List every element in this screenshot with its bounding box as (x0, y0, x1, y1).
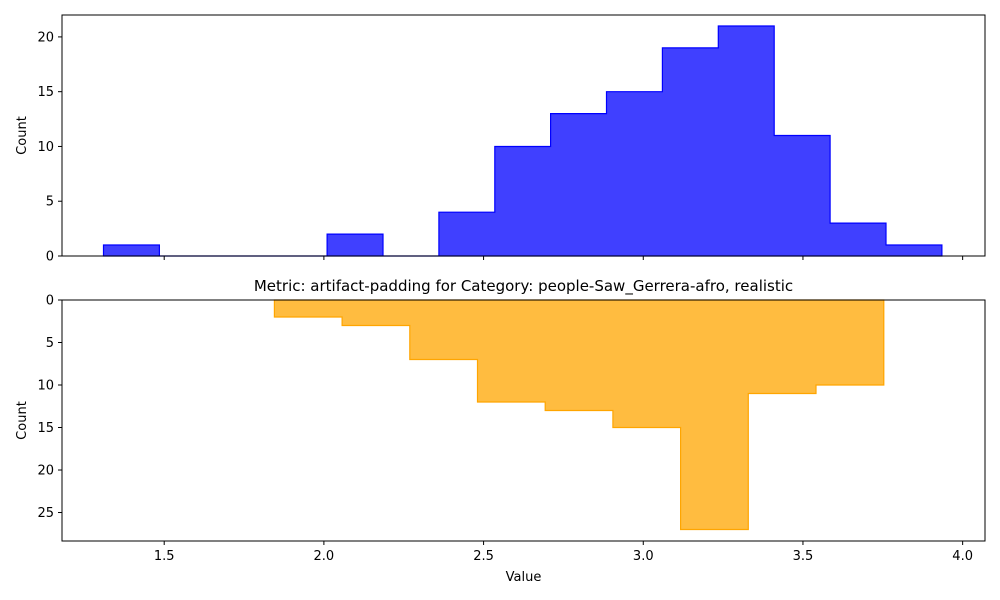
top-histogram-fill (102, 25, 943, 257)
y-axis-label-bottom: Count (15, 401, 30, 440)
x-tick-label: 1.5 (154, 549, 175, 564)
top-y-tick-label: 5 (46, 195, 54, 210)
bottom-y-tick-label: 25 (37, 506, 54, 521)
x-tick-label: 2.0 (314, 549, 335, 564)
bottom-histogram-fill (273, 299, 885, 531)
bottom-plot-frame (61, 299, 986, 542)
bottom-y-tick-label: 5 (46, 336, 54, 351)
top-y-tick-label: 0 (46, 250, 54, 265)
x-tick-label: 3.0 (633, 549, 654, 564)
bottom-y-tick-label: 20 (37, 464, 54, 479)
x-tick-label: 4.0 (952, 549, 973, 564)
chart-title: Metric: artifact-padding for Category: p… (254, 277, 793, 296)
top-y-tick-label: 10 (37, 140, 54, 155)
x-axis-label: Value (506, 570, 542, 585)
top-plot-frame (61, 14, 986, 257)
x-tick-label: 3.5 (793, 549, 814, 564)
bottom-y-tick-label: 15 (37, 421, 54, 436)
top-y-tick-label: 15 (37, 85, 54, 100)
y-axis-label-top: Count (15, 116, 30, 155)
bottom-y-tick-label: 0 (46, 294, 54, 309)
bottom-y-tick-label: 10 (37, 379, 54, 394)
top-y-tick-label: 20 (37, 30, 54, 45)
x-tick-label: 2.5 (473, 549, 494, 564)
